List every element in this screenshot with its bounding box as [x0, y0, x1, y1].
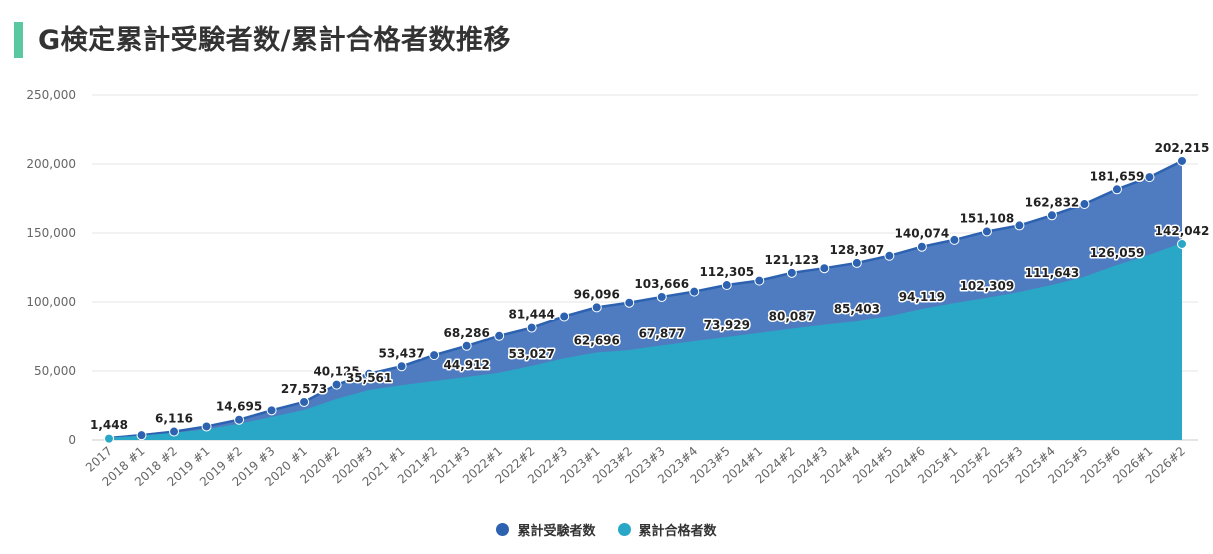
data-label-examinees: 128,307	[830, 243, 885, 257]
data-label-examinees: 103,666	[634, 277, 689, 291]
point-examinees	[819, 263, 830, 274]
data-label-examinees: 151,108	[960, 211, 1015, 225]
point-examinees	[201, 421, 212, 432]
point-examinees	[429, 350, 440, 361]
point-examinees	[169, 426, 180, 437]
data-label-examinees: 14,695	[216, 400, 262, 414]
data-label-passers: 35,561	[346, 371, 392, 385]
point-examinees	[591, 302, 602, 313]
point-examinees	[234, 414, 245, 425]
data-label-examinees: 140,074	[895, 227, 950, 241]
y-tick-label: 250,000	[26, 88, 76, 102]
point-examinees	[559, 311, 570, 322]
y-tick-label: 50,000	[34, 364, 76, 378]
data-label-passers: 94,119	[899, 290, 945, 304]
point-examinees	[299, 396, 310, 407]
point-examinees	[656, 291, 667, 302]
y-tick-label: 150,000	[26, 226, 76, 240]
data-label-examinees: 81,444	[509, 308, 555, 322]
point-examinees	[1144, 172, 1155, 183]
legend-item-passers[interactable]: 累計合格者数	[617, 520, 717, 539]
point-passers	[1177, 238, 1187, 249]
point-examinees	[494, 330, 505, 341]
point-examinees	[396, 361, 407, 372]
y-tick-label: 200,000	[26, 157, 76, 171]
data-label-passers: 62,696	[574, 333, 620, 347]
point-examinees	[754, 275, 765, 286]
legend-item-examinees[interactable]: 累計受験者数	[496, 520, 596, 539]
data-label-examinees: 181,659	[1090, 169, 1145, 183]
data-label-passers: 44,912	[444, 358, 490, 372]
data-label-passers: 67,877	[639, 326, 685, 340]
data-label-examinees: 112,305	[699, 265, 754, 279]
title-accent-bar	[14, 22, 23, 58]
point-examinees	[1177, 155, 1187, 166]
chart-legend: 累計受験者数 累計合格者数	[0, 520, 1213, 539]
point-examinees	[331, 379, 342, 390]
point-examinees	[1079, 199, 1090, 210]
legend-label-examinees: 累計受験者数	[517, 524, 596, 539]
data-label-examinees: 68,286	[444, 326, 490, 340]
point-examinees	[1014, 220, 1025, 231]
point-examinees	[624, 297, 635, 308]
data-label-passers: 142,042	[1155, 224, 1210, 238]
point-examinees	[916, 241, 927, 252]
point-examinees	[689, 286, 700, 297]
point-examinees	[461, 340, 472, 351]
data-label-passers: 73,929	[704, 318, 750, 332]
data-label-examinees: 40,125	[313, 365, 359, 379]
data-label-examinees: 6,116	[155, 412, 193, 426]
point-examinees	[981, 226, 992, 237]
legend-label-passers: 累計合格者数	[638, 524, 717, 539]
data-label-examinees: 27,573	[281, 382, 327, 396]
data-label-passers: 111,643	[1025, 266, 1080, 280]
area-passers	[109, 243, 1182, 440]
legend-marker-passers	[617, 523, 631, 536]
data-label-passers: 126,059	[1090, 246, 1145, 260]
data-label-passers: 80,087	[769, 309, 815, 323]
line-passers	[108, 243, 1183, 440]
y-tick-label: 100,000	[26, 295, 76, 309]
data-label-passers: 102,309	[960, 279, 1015, 293]
line-examinees	[108, 159, 1183, 440]
point-examinees	[851, 257, 862, 268]
data-label-examinees: 1,448	[90, 418, 128, 432]
legend-marker-examinees	[496, 523, 510, 536]
point-examinees	[526, 322, 537, 333]
point-examinees	[884, 250, 895, 261]
point-examinees	[1046, 210, 1057, 221]
data-label-examinees: 121,123	[764, 253, 819, 267]
data-label-examinees: 53,437	[378, 346, 424, 360]
point-examinees	[364, 368, 375, 379]
point-passers	[104, 433, 114, 444]
data-label-passers: 53,027	[509, 347, 555, 361]
point-examinees	[786, 267, 797, 278]
chart-title: G検定累計受験者数/累計合格者数推移	[38, 25, 512, 56]
data-label-passers: 85,403	[834, 302, 880, 316]
point-examinees	[266, 405, 277, 416]
data-label-examinees: 162,832	[1025, 195, 1080, 209]
point-examinees	[1111, 184, 1122, 195]
y-tick-label: 0	[68, 433, 76, 447]
point-examinees	[949, 234, 960, 245]
point-examinees	[721, 280, 732, 291]
data-label-examinees: 96,096	[574, 287, 620, 301]
data-label-examinees: 202,215	[1155, 141, 1210, 155]
point-examinees	[136, 430, 147, 441]
